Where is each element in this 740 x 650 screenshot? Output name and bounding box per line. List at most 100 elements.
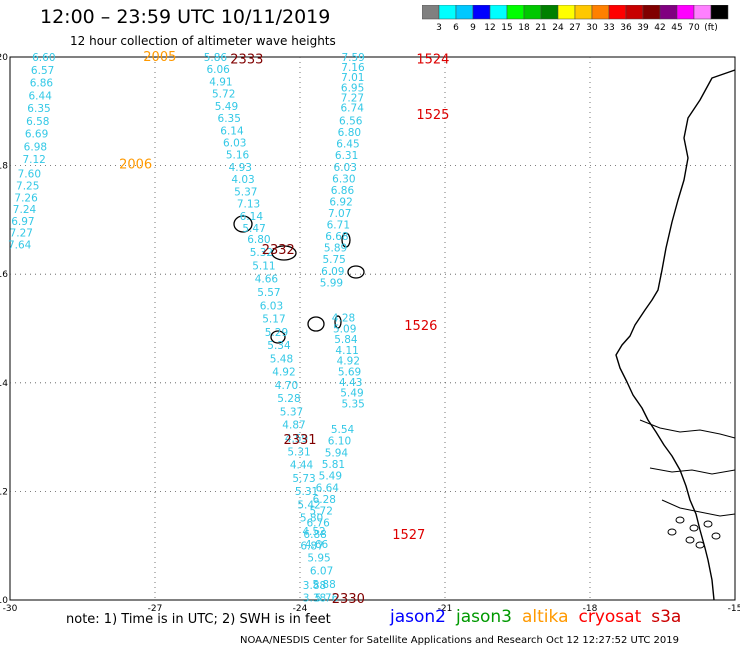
island-icon bbox=[689, 524, 699, 532]
swh-value: 6.92 bbox=[329, 196, 352, 208]
swh-value: 6.09 bbox=[321, 266, 344, 278]
island-icon bbox=[711, 532, 721, 540]
track-id-label: 2330 bbox=[332, 592, 365, 607]
swh-value: 5.86 bbox=[204, 52, 228, 64]
swh-value: 6.68 bbox=[325, 231, 348, 243]
x-tick-label: -21 bbox=[438, 604, 453, 612]
swh-value: 5.34 bbox=[267, 340, 291, 352]
island-icon bbox=[334, 315, 342, 329]
swh-value: 4.92 bbox=[272, 367, 295, 379]
swh-value: 6.35 bbox=[27, 103, 50, 115]
track-id-label: 2333 bbox=[230, 53, 263, 68]
swh-value: 7.16 bbox=[341, 62, 365, 74]
swh-value: 4.70 bbox=[275, 380, 298, 392]
swh-value: 5.49 bbox=[340, 388, 363, 400]
island-icon bbox=[233, 215, 253, 233]
swh-value: 5.37 bbox=[280, 406, 303, 418]
swh-value: 5.69 bbox=[338, 366, 361, 378]
swh-value: 5.95 bbox=[307, 552, 330, 564]
swh-value: 5.75 bbox=[322, 254, 345, 266]
swh-value: 6.10 bbox=[328, 436, 351, 448]
swh-value: 6.06 bbox=[206, 64, 230, 76]
track-id-label: 2005 bbox=[143, 50, 176, 65]
swh-value: 6.45 bbox=[336, 139, 359, 151]
satellite-legend-s3a: s3a bbox=[651, 607, 682, 627]
swh-value: 4.11 bbox=[335, 345, 358, 357]
swh-value: 5.72 bbox=[310, 506, 333, 518]
swh-value: 7.12 bbox=[22, 154, 45, 166]
swh-value: 6.80 bbox=[338, 127, 361, 139]
swh-value: 5.49 bbox=[319, 471, 342, 483]
island-icon bbox=[703, 520, 713, 528]
island-icon bbox=[347, 265, 365, 279]
swh-value: 5.81 bbox=[322, 459, 345, 471]
swh-value: 6.86 bbox=[331, 185, 355, 197]
satellite-legend-altika: altika bbox=[522, 607, 569, 627]
swh-value: 6.57 bbox=[31, 65, 54, 77]
track-id-label: 1527 bbox=[392, 528, 425, 543]
legend-label: 33 bbox=[603, 23, 614, 33]
y-tick-label: 14 bbox=[0, 379, 8, 389]
swh-value: 5.28 bbox=[277, 393, 300, 405]
legend-label: 70 bbox=[688, 23, 700, 33]
swh-value: 3.38 bbox=[303, 592, 326, 604]
x-tick-label: -18 bbox=[583, 604, 598, 612]
swh-value: 6.71 bbox=[327, 220, 350, 232]
island-icon bbox=[695, 541, 705, 549]
color-legend: 3 6 9 12 15 18 21 24 27 30 33 36 39 42 45 70 (ft) bbox=[422, 5, 729, 33]
x-tick-label: -15 bbox=[728, 604, 740, 612]
legend-label: (ft) bbox=[704, 23, 718, 33]
swh-value: 5.76 bbox=[315, 592, 339, 604]
swh-value: 6.14 bbox=[220, 125, 244, 137]
swh-value: 5.42 bbox=[297, 499, 320, 511]
track-id-label: 1525 bbox=[416, 108, 449, 123]
island-icon bbox=[270, 330, 286, 344]
legend-label: 39 bbox=[637, 23, 649, 33]
swh-value: 5.11 bbox=[252, 260, 275, 272]
swh-value: 6.35 bbox=[218, 113, 241, 125]
swh-value: 5.37 bbox=[234, 186, 257, 198]
track-id-label: 2332 bbox=[262, 243, 295, 258]
map-subtitle: 12 hour collection of altimeter wave hei… bbox=[70, 34, 336, 48]
swh-value: 5.80 bbox=[300, 513, 323, 525]
coastline-inlet bbox=[661, 499, 736, 517]
swh-value: 6.64 bbox=[316, 482, 340, 494]
swh-value: 4.43 bbox=[339, 377, 362, 389]
swh-value: 5.31 bbox=[287, 446, 310, 458]
swh-value: 4.28 bbox=[332, 313, 355, 325]
legend-label: 27 bbox=[569, 23, 580, 33]
swh-value: 4.92 bbox=[337, 356, 360, 368]
swh-value: 5.88 bbox=[312, 579, 335, 591]
swh-value: 5.09 bbox=[333, 323, 356, 335]
coastline-inlet bbox=[649, 467, 736, 475]
y-tick-label: 16 bbox=[0, 270, 8, 280]
river-gambia bbox=[639, 419, 736, 439]
swh-value: 7.01 bbox=[341, 72, 364, 84]
swh-value: 6.98 bbox=[24, 141, 47, 153]
track-id-label: 2331 bbox=[283, 433, 316, 448]
map-title: 12:00 – 23:59 UTC 10/11/2019 bbox=[40, 6, 331, 28]
swh-value: 6.58 bbox=[26, 116, 49, 128]
coastline bbox=[615, 69, 736, 601]
satellite-legend: jason2 jason3 altika cryosat s3a bbox=[390, 607, 691, 627]
satellite-legend-jason2: jason2 bbox=[390, 607, 446, 627]
legend-label: 24 bbox=[552, 23, 564, 33]
legend-label: 15 bbox=[501, 23, 512, 33]
swh-value: 4.66 bbox=[305, 539, 329, 551]
track-id-label: 2006 bbox=[119, 158, 152, 173]
island-icon bbox=[307, 316, 325, 332]
swh-value: 7.26 bbox=[14, 192, 38, 204]
swh-value: 5.49 bbox=[215, 101, 238, 113]
swh-value: 6.03 bbox=[260, 300, 283, 312]
swh-value: 6.14 bbox=[240, 211, 264, 223]
y-tick-label: 12 bbox=[0, 487, 8, 497]
swh-value: 6.07 bbox=[310, 566, 333, 578]
legend-label: 36 bbox=[620, 23, 632, 33]
swh-value: 6.74 bbox=[341, 102, 365, 114]
swh-value: 5.16 bbox=[226, 150, 250, 162]
swh-value: 6.03 bbox=[223, 138, 246, 150]
swh-value: 5.94 bbox=[325, 447, 349, 459]
swh-value: 4.93 bbox=[229, 162, 252, 174]
x-tick-label: -30 bbox=[3, 604, 18, 612]
swh-value: 6.28 bbox=[313, 494, 336, 506]
